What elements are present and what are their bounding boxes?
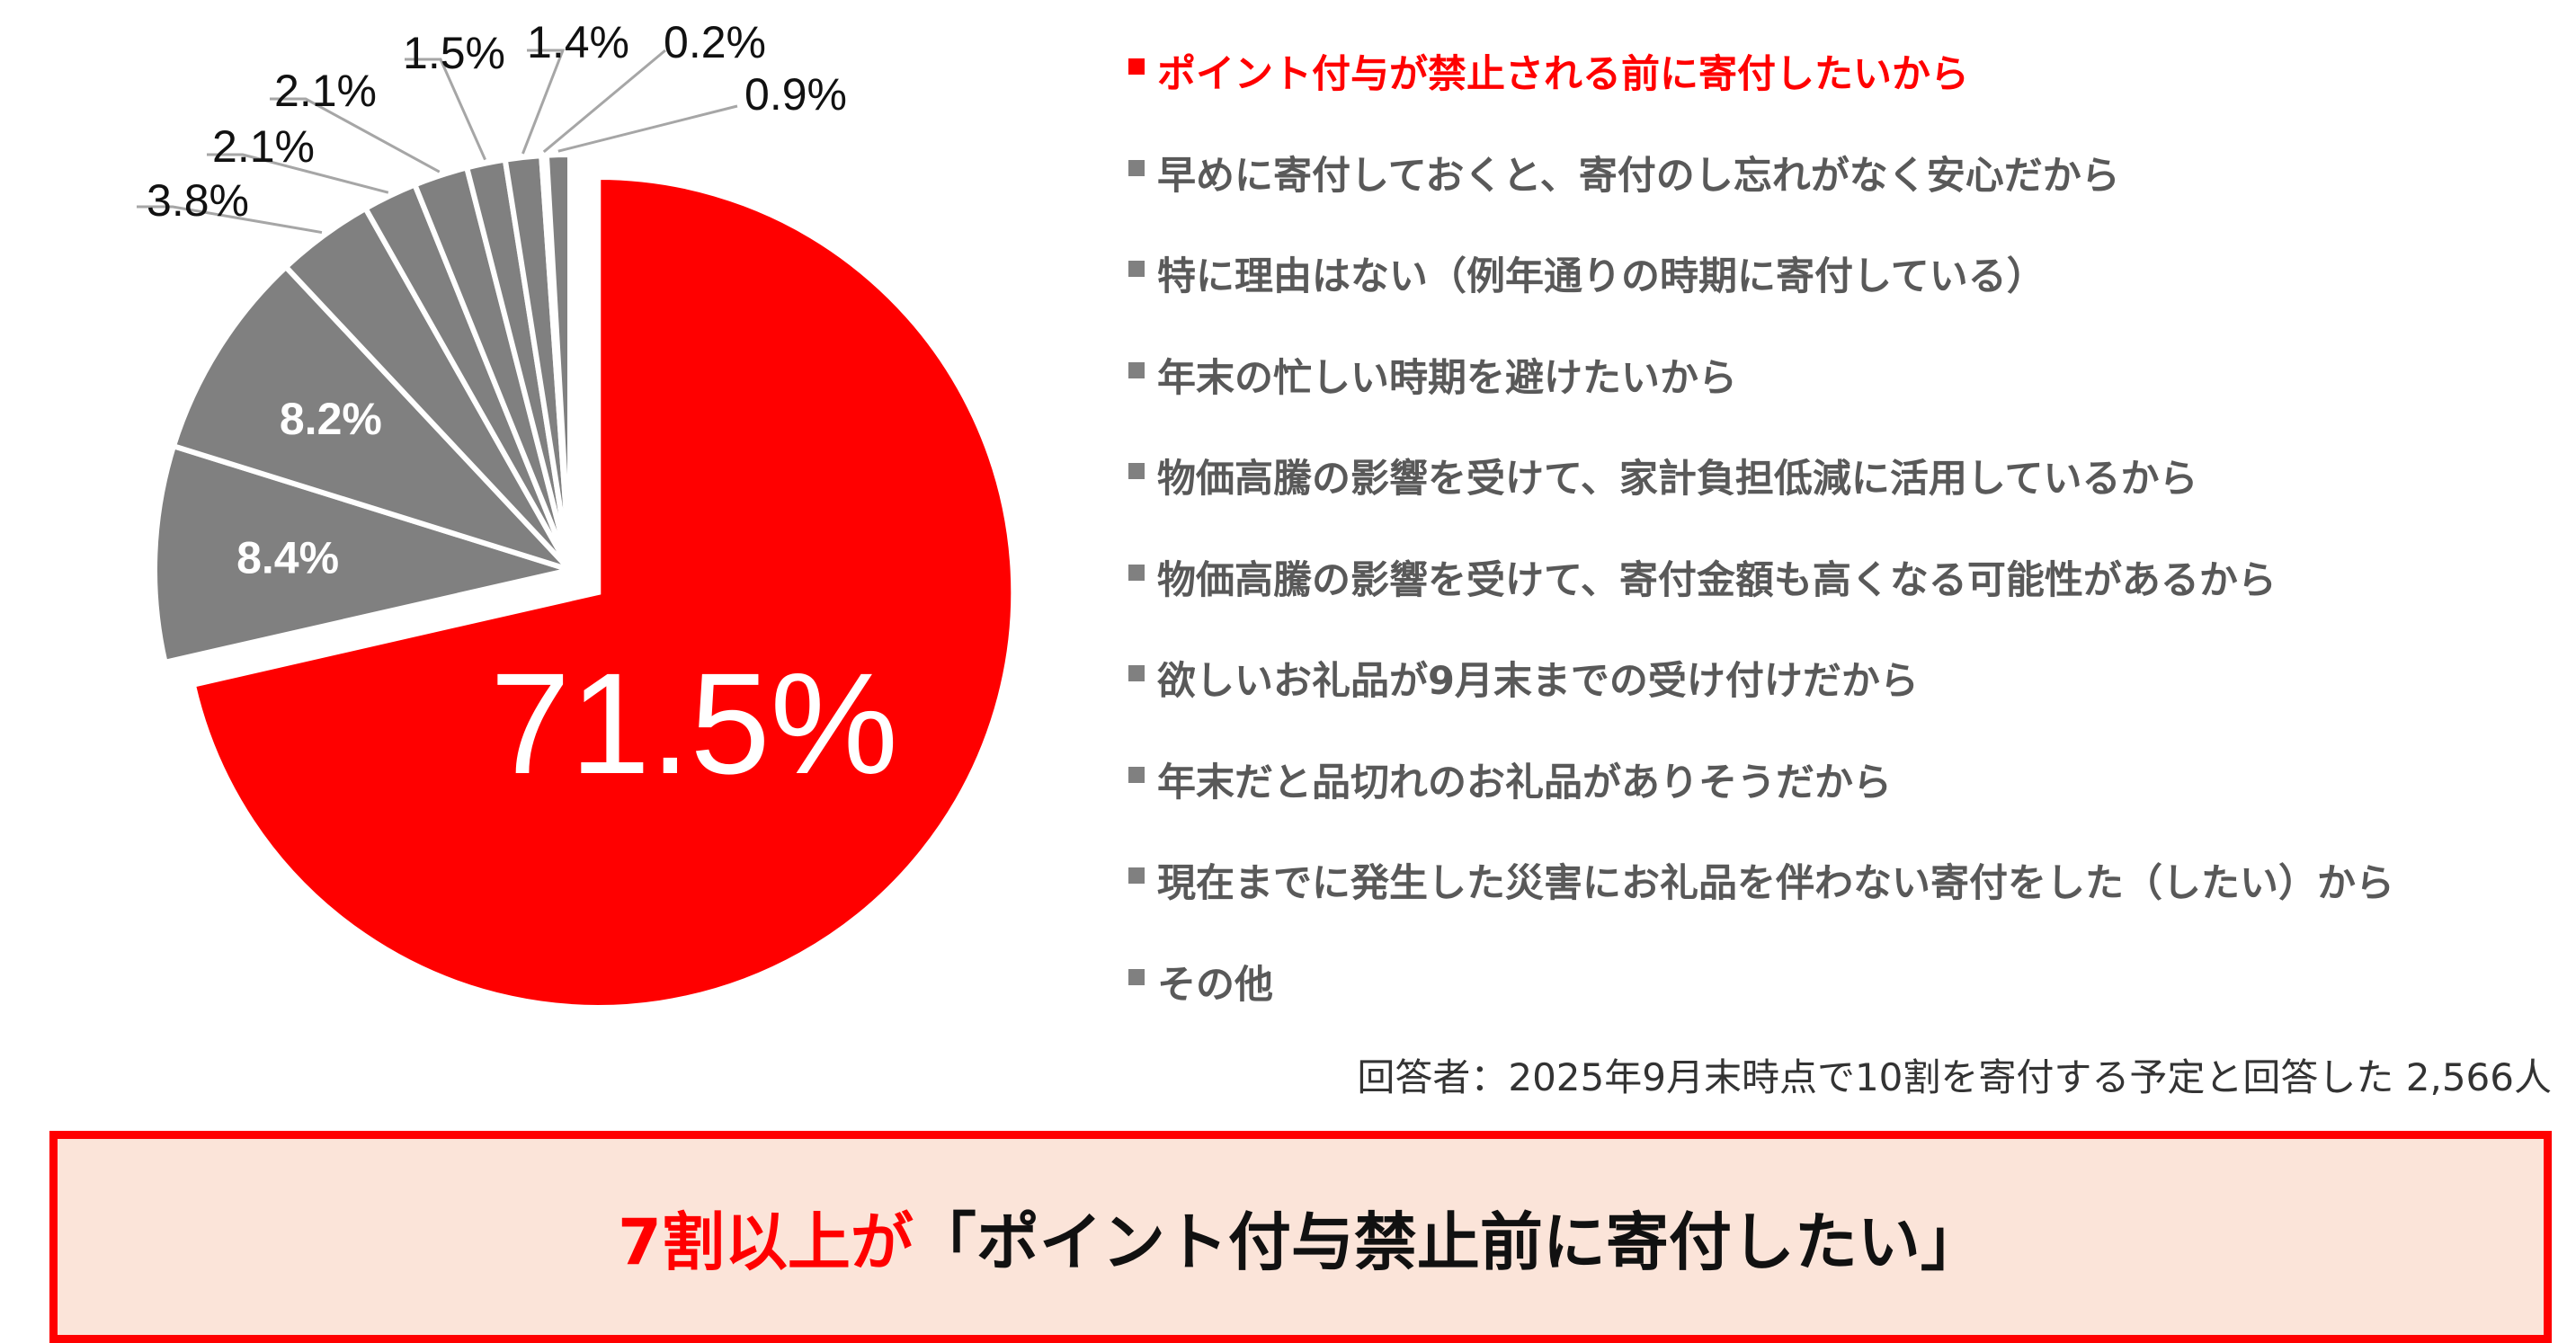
leader-line-5 [270, 97, 441, 173]
legend-label: 年末の忙しい時期を避けたいから [1157, 355, 1737, 401]
data-label-8: 0.2% [664, 17, 766, 67]
legend-item-9: その他 [1128, 954, 2394, 1055]
leader-line-4 [207, 153, 389, 194]
pie-slice-0 [190, 173, 1017, 1010]
legend-swatch-icon [1128, 463, 1145, 479]
legend-swatch-icon [1128, 361, 1145, 378]
pie-slice-2 [170, 262, 579, 576]
legend-item-0: ポイント付与が禁止される前に寄付したいから [1128, 43, 2394, 145]
legend-swatch-icon [1128, 968, 1145, 985]
legend-label: 年末だと品切れのお礼品がありそうだから [1157, 760, 1892, 805]
legend-item-6: 欲しいお礼品が9月末までの受け付けだから [1128, 650, 2394, 752]
legend-swatch-icon [1128, 58, 1145, 75]
callout-highlight: 7割以上が [618, 1205, 914, 1279]
respondent-note: 回答者：2025年9月末時点で10割を寄付する予定と回答した 2,566人 [1357, 1055, 2552, 1099]
legend-swatch-icon [1128, 766, 1145, 783]
legend-item-8: 現在までに発生した災害にお礼品を伴わない寄付をした（したい）から [1128, 852, 2394, 954]
legend-item-5: 物価高騰の影響を受けて、寄付金額も高くなる可能性があるから [1128, 549, 2394, 651]
legend-label: 特に理由はない（例年通りの時期に寄付している） [1157, 254, 2046, 299]
legend-label: 現在までに発生した災害にお礼品を伴わない寄付をした（したい）から [1157, 861, 2394, 906]
leader-line-3 [137, 205, 323, 235]
legend: ポイント付与が禁止される前に寄付したいから早めに寄付しておくと、寄付のし忘れがな… [1128, 43, 2394, 1054]
legend-label: 物価高騰の影響を受けて、家計負担低減に活用しているから [1157, 457, 2198, 502]
leader-line-8 [542, 49, 666, 154]
pie-slice-1 [152, 442, 581, 666]
legend-item-2: 特に理由はない（例年通りの時期に寄付している） [1128, 245, 2394, 347]
legend-item-4: 物価高騰の影響を受けて、家計負担低減に活用しているから [1128, 448, 2394, 549]
leader-line-6 [405, 58, 486, 161]
legend-item-1: 早めに寄付しておくと、寄付のし忘れがなく安心だから [1128, 145, 2394, 246]
legend-swatch-icon [1128, 261, 1145, 277]
callout-text: 「ポイント付与禁止前に寄付したい」 [913, 1205, 1983, 1279]
legend-label: その他 [1157, 962, 1273, 1008]
legend-swatch-icon [1128, 665, 1145, 681]
data-label-2: 8.2% [280, 394, 382, 444]
legend-swatch-icon [1128, 159, 1145, 176]
data-label-4: 2.1% [212, 121, 315, 172]
leader-line-7 [521, 49, 566, 155]
data-label-3: 3.8% [147, 175, 249, 226]
data-label-1: 8.4% [236, 533, 339, 583]
data-label-0: 71.5% [490, 643, 898, 804]
pie-chart: 71.5%8.4%8.2%3.8%2.1%2.1%1.5% 1.4% 0.2%0.9… [137, 17, 1017, 1010]
legend-label: 物価高騰の影響を受けて、寄付金額も高くなる可能性があるから [1157, 557, 2277, 603]
legend-item-7: 年末だと品切れのお礼品がありそうだから [1128, 752, 2394, 853]
pie-slice-9 [543, 151, 573, 571]
legend-label: 早めに寄付しておくと、寄付のし忘れがなく安心だから [1157, 153, 2120, 199]
data-label-5: 2.1% [274, 66, 377, 116]
data-label-7: 1.4% [527, 17, 629, 67]
leader-line-9 [557, 104, 738, 153]
legend-label: 欲しいお礼品が9月末までの受け付けだから [1157, 659, 1919, 704]
legend-item-3: 年末の忙しい時期を避けたいから [1128, 347, 2394, 449]
legend-label: ポイント付与が禁止される前に寄付したいから [1157, 52, 1969, 97]
data-label-9: 0.9% [744, 69, 847, 120]
data-label-6: 1.5% [403, 28, 505, 78]
legend-swatch-icon [1128, 867, 1145, 884]
legend-swatch-icon [1128, 564, 1145, 581]
summary-callout: 7割以上が 「ポイント付与禁止前に寄付したい」 [49, 1131, 2552, 1343]
